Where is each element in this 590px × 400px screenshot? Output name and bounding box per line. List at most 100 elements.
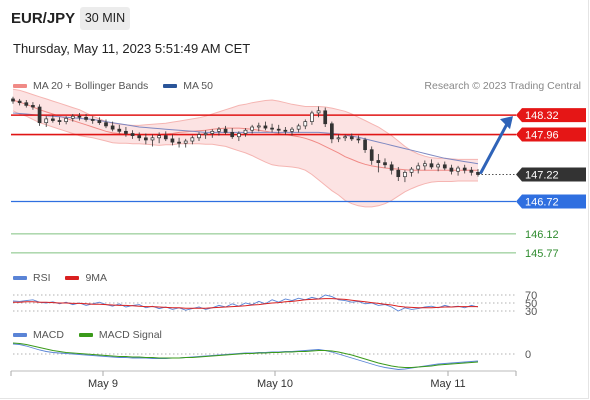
candle-body xyxy=(157,135,161,139)
macd-zero-label: 0 xyxy=(525,349,531,361)
candle xyxy=(163,131,168,142)
candle xyxy=(429,159,434,170)
candle-body xyxy=(217,128,221,132)
candle-body xyxy=(190,137,195,142)
legend-label-rsi-ma9: 9MA xyxy=(85,272,108,284)
candle xyxy=(283,127,288,135)
legend-swatch-macd xyxy=(13,333,27,338)
level-badge-text: 147.22 xyxy=(525,170,559,182)
candle xyxy=(369,146,374,165)
x-axis-tick-label: May 11 xyxy=(430,378,465,390)
candle xyxy=(476,169,480,177)
candle-body xyxy=(330,123,334,140)
chart-datetime: Thursday, May 11, 2023 5:51:49 AM CET xyxy=(13,41,251,56)
candle xyxy=(383,158,387,169)
candle-body xyxy=(456,167,460,172)
candle-body xyxy=(343,136,347,139)
candle-body xyxy=(243,129,248,134)
legend-macd: MACD xyxy=(13,329,64,341)
candle-body xyxy=(90,119,95,121)
candle xyxy=(336,134,341,143)
macd-legend: MACD MACD Signal xyxy=(13,329,174,341)
x-axis-tick-label: May 10 xyxy=(257,378,293,390)
candle-body xyxy=(57,120,62,122)
candle xyxy=(84,114,88,122)
candle xyxy=(250,124,254,134)
candle xyxy=(110,121,115,132)
candle xyxy=(363,137,367,153)
candle-body xyxy=(416,165,421,170)
candle-body xyxy=(403,172,407,178)
legend-label-rsi: RSI xyxy=(33,272,51,284)
legend-swatch-rsi xyxy=(13,276,27,281)
candle xyxy=(316,106,321,118)
candle xyxy=(150,134,155,147)
projection-arrow-head xyxy=(500,116,513,130)
candle xyxy=(310,110,314,125)
candle xyxy=(57,117,62,125)
candle xyxy=(263,121,268,131)
level-badge-shape xyxy=(516,108,586,123)
candle-body xyxy=(117,128,122,132)
candle xyxy=(183,138,188,148)
level-badge-text: 148.32 xyxy=(525,110,559,122)
copyright-text: Research © 2023 Trading Central xyxy=(424,80,581,92)
candle-body xyxy=(396,169,401,178)
macd-line xyxy=(12,343,479,370)
candle xyxy=(70,114,75,122)
legend-label-ma20: MA 20 + Bollinger Bands xyxy=(33,80,149,92)
candle-body xyxy=(177,141,181,144)
timeframe-badge[interactable]: 30 MIN xyxy=(80,7,130,30)
legend-swatch-macd-signal xyxy=(78,333,93,338)
price-legend: MA 20 + Bollinger Bands MA 50 xyxy=(13,80,225,92)
candle xyxy=(343,134,347,142)
candle-body xyxy=(423,163,427,167)
instrument-symbol: EUR/JPY xyxy=(11,10,76,27)
candle xyxy=(469,166,474,176)
candle-body xyxy=(17,100,22,104)
level-badge-text: 146.72 xyxy=(525,197,559,209)
level-badge-pivot: 146.72 xyxy=(516,194,586,209)
candle xyxy=(349,133,354,142)
candle xyxy=(243,128,248,137)
candle xyxy=(296,123,301,133)
candle-body xyxy=(183,140,188,144)
candle-body xyxy=(31,105,35,108)
candle-body xyxy=(429,163,434,168)
legend-swatch-rsi-ma9 xyxy=(65,276,80,281)
bollinger-band-fill xyxy=(13,89,478,207)
candle-body xyxy=(37,106,42,124)
candle-body xyxy=(442,164,447,169)
candle-body xyxy=(64,118,68,122)
rsi-level-label: 30 xyxy=(525,306,537,318)
candle-body xyxy=(290,128,294,132)
candle xyxy=(270,123,274,133)
candle-body xyxy=(323,110,328,125)
candle-body xyxy=(104,122,108,127)
candle xyxy=(124,127,128,137)
candle xyxy=(217,127,221,136)
bollinger-lower-line xyxy=(12,110,478,208)
candle-body xyxy=(250,126,254,131)
candle-body xyxy=(409,168,414,173)
level-label-support: 145.77 xyxy=(525,248,559,260)
level-label-support: 146.12 xyxy=(525,229,559,241)
candle-body xyxy=(237,133,241,138)
level-badge-resistance: 148.32 xyxy=(516,108,586,123)
candle-body xyxy=(363,139,367,151)
candle-body xyxy=(476,172,480,175)
candle-body xyxy=(436,164,440,168)
candle-body xyxy=(70,115,75,119)
legend-ma20-bollinger: MA 20 + Bollinger Bands xyxy=(13,80,148,92)
candle-body xyxy=(256,125,261,128)
candle-body xyxy=(270,127,274,130)
candle xyxy=(177,137,181,148)
candle xyxy=(330,121,334,144)
candle xyxy=(256,122,261,132)
candle-body xyxy=(84,116,88,120)
candle-body xyxy=(77,115,82,118)
candle-body xyxy=(462,167,467,171)
candle xyxy=(223,125,228,135)
candle xyxy=(117,124,122,134)
